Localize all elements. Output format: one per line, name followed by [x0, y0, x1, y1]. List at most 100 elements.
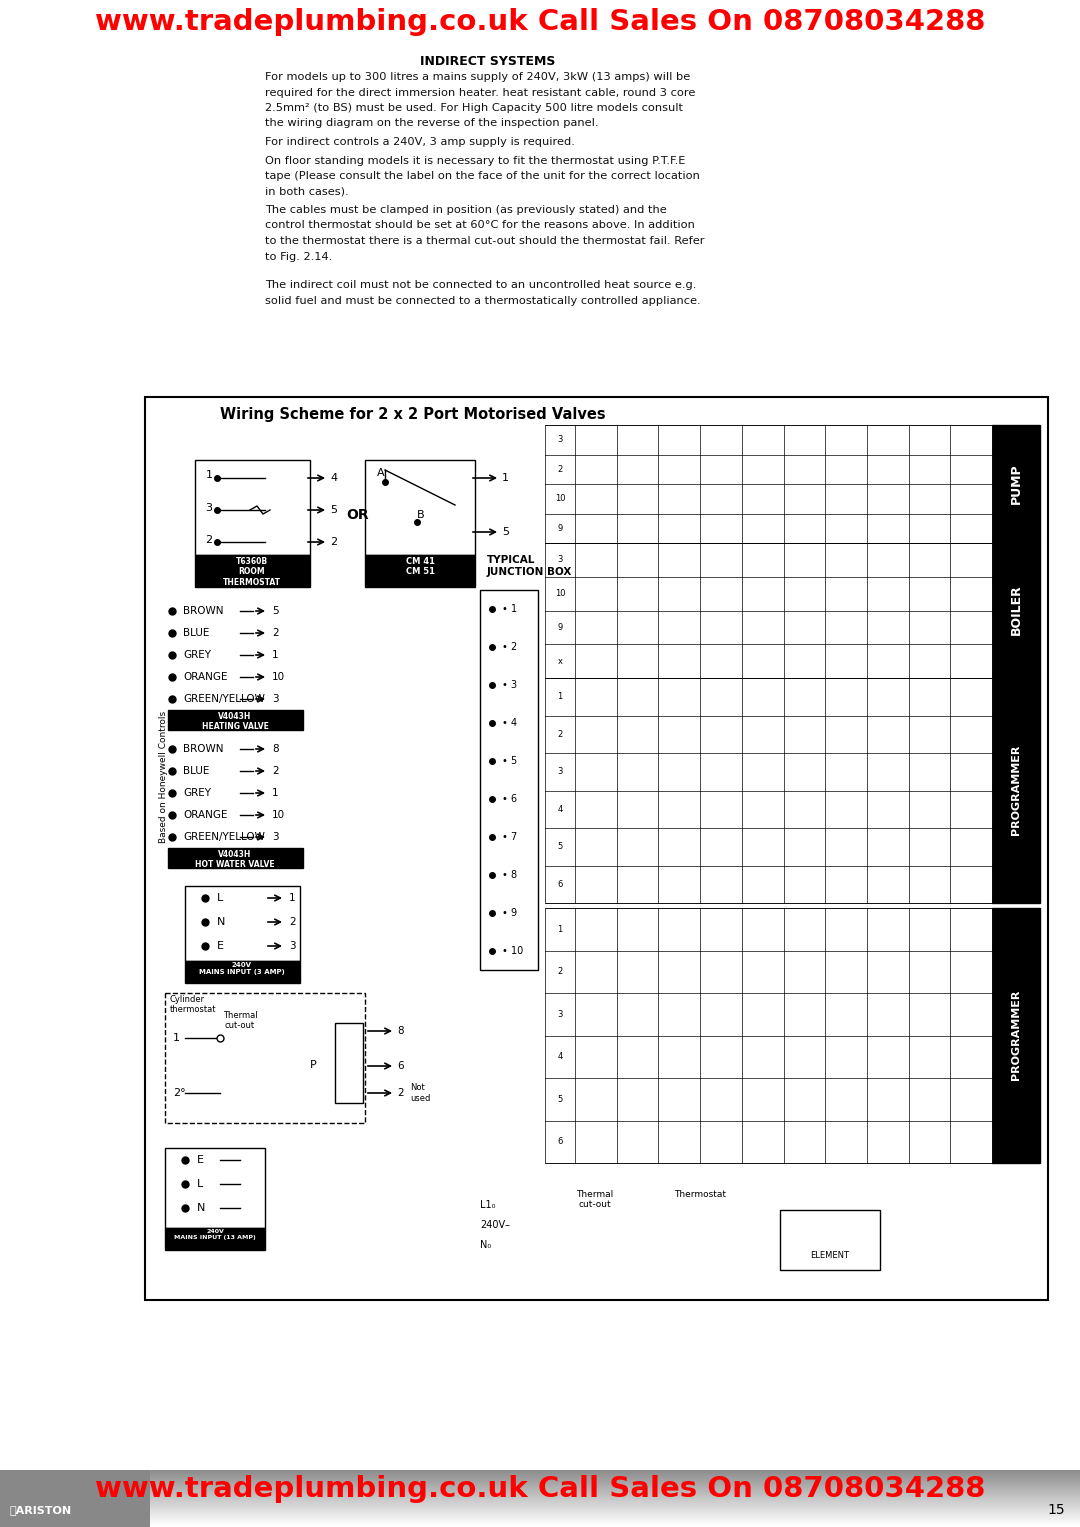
Text: 3: 3 [205, 502, 213, 513]
Text: 5: 5 [330, 505, 337, 515]
Text: PUMP: PUMP [1010, 464, 1023, 504]
Text: B: B [417, 510, 424, 521]
Text: 2: 2 [272, 628, 279, 638]
Bar [993, 678, 1040, 902]
Text: ORANGE: ORANGE [183, 809, 228, 820]
Text: T6360B
ROOM
THERMOSTAT: T6360B ROOM THERMOSTAT [222, 557, 281, 586]
Text: 2°: 2° [173, 1089, 186, 1098]
Text: E: E [217, 941, 224, 951]
Text: V4043H
HOT WATER VALVE: V4043H HOT WATER VALVE [195, 851, 274, 869]
Text: 3: 3 [557, 1009, 563, 1019]
Bar [993, 909, 1040, 1164]
Text: E: E [197, 1154, 204, 1165]
Text: the wiring diagram on the reverse of the inspection panel.: the wiring diagram on the reverse of the… [265, 119, 598, 128]
Text: L1₀: L1₀ [480, 1200, 496, 1209]
Text: 3: 3 [557, 435, 563, 444]
Text: INDIRECT SYSTEMS: INDIRECT SYSTEMS [420, 55, 555, 69]
Text: 8: 8 [397, 1026, 404, 1035]
Text: 6: 6 [397, 1061, 404, 1070]
Text: • 10: • 10 [502, 947, 523, 956]
Text: 240V
MAINS INPUT (13 AMP): 240V MAINS INPUT (13 AMP) [174, 1229, 256, 1240]
Text: OR: OR [347, 508, 369, 522]
Text: BLUE: BLUE [183, 628, 210, 638]
Text: • 1: • 1 [502, 605, 517, 614]
Text: 2: 2 [205, 534, 213, 545]
Text: 2: 2 [397, 1089, 404, 1098]
Text: 5: 5 [557, 1095, 563, 1104]
Text: Not
used: Not used [410, 1083, 430, 1102]
Text: Thermal
cut-out: Thermal cut-out [222, 1011, 257, 1031]
Bar [165, 993, 365, 1122]
Text: 3: 3 [272, 832, 279, 841]
Text: L: L [217, 893, 224, 902]
Text: solid fuel and must be connected to a thermostatically controlled appliance.: solid fuel and must be connected to a th… [265, 296, 701, 305]
Text: 2: 2 [557, 464, 563, 473]
Text: 240V–: 240V– [480, 1220, 510, 1231]
Text: in both cases).: in both cases). [265, 186, 349, 197]
Bar [365, 460, 475, 554]
Text: • 3: • 3 [502, 680, 517, 690]
Text: 2: 2 [557, 730, 563, 739]
Text: For indirect controls a 240V, 3 amp supply is required.: For indirect controls a 240V, 3 amp supp… [265, 137, 575, 147]
Text: Thermostat: Thermostat [674, 1190, 726, 1199]
Text: 9: 9 [557, 623, 563, 632]
Text: 1: 1 [557, 692, 563, 701]
Text: 6: 6 [557, 1138, 563, 1147]
Text: On floor standing models it is necessary to fit the thermostat using P.T.F.E: On floor standing models it is necessary… [265, 156, 686, 165]
Text: • 7: • 7 [502, 832, 517, 841]
Text: 8: 8 [272, 744, 279, 754]
Bar [168, 847, 303, 867]
Text: N: N [197, 1203, 205, 1212]
Text: ⒶARISTON: ⒶARISTON [10, 1506, 72, 1515]
Text: 3: 3 [557, 767, 563, 776]
Text: P: P [310, 1060, 316, 1070]
Text: 10: 10 [272, 809, 285, 820]
Text: 10: 10 [555, 495, 565, 504]
Text: 1: 1 [205, 470, 213, 479]
Text: BOILER: BOILER [1010, 585, 1023, 635]
Text: GREEN/YELLOW: GREEN/YELLOW [183, 693, 265, 704]
Text: 2: 2 [272, 767, 279, 776]
Text: 6: 6 [557, 880, 563, 889]
Bar [545, 678, 993, 902]
Text: control thermostat should be set at 60°C for the reasons above. In addition: control thermostat should be set at 60°C… [265, 220, 694, 231]
Text: 15: 15 [1048, 1503, 1065, 1516]
Text: • 2: • 2 [502, 641, 517, 652]
Text: 1: 1 [557, 925, 563, 933]
Text: 10: 10 [272, 672, 285, 683]
Text: 1: 1 [173, 1032, 180, 1043]
Text: to Fig. 2.14.: to Fig. 2.14. [265, 252, 333, 261]
Text: The indirect coil must not be connected to an uncontrolled heat source e.g.: The indirect coil must not be connected … [265, 279, 697, 290]
Text: www.tradeplumbing.co.uk Call Sales On 08708034288: www.tradeplumbing.co.uk Call Sales On 08… [95, 8, 985, 37]
Text: V4043H
HEATING VALVE: V4043H HEATING VALVE [202, 712, 269, 731]
Bar [545, 544, 993, 678]
Text: N: N [217, 918, 226, 927]
Text: N₀: N₀ [480, 1240, 491, 1251]
Text: TYPICAL
JUNCTION BOX: TYPICAL JUNCTION BOX [487, 554, 572, 577]
Bar [780, 1209, 880, 1270]
Text: 9: 9 [557, 524, 563, 533]
Text: • 6: • 6 [502, 794, 517, 805]
Text: Cylinder
thermostat: Cylinder thermostat [170, 996, 216, 1014]
Text: • 4: • 4 [502, 718, 517, 728]
Text: PROGRAMMER: PROGRAMMER [1011, 745, 1021, 835]
Text: For models up to 300 litres a mains supply of 240V, 3kW (13 amps) will be: For models up to 300 litres a mains supp… [265, 72, 690, 82]
Text: ORANGE: ORANGE [183, 672, 228, 683]
Bar [480, 589, 538, 970]
Text: 5: 5 [502, 527, 509, 538]
Text: • 5: • 5 [502, 756, 517, 767]
Bar [545, 425, 993, 544]
Bar [993, 425, 1040, 544]
Bar [165, 1148, 265, 1228]
Text: x: x [557, 657, 563, 666]
Text: 5: 5 [557, 843, 563, 851]
Text: • 9: • 9 [502, 909, 517, 918]
Bar [365, 554, 475, 586]
Text: GREY: GREY [183, 788, 211, 799]
Text: 4: 4 [557, 1052, 563, 1061]
Text: to the thermostat there is a thermal cut-out should the thermostat fail. Refer: to the thermostat there is a thermal cut… [265, 237, 704, 246]
Text: tape (Please consult the label on the face of the unit for the correct location: tape (Please consult the label on the fa… [265, 171, 700, 182]
Text: • 8: • 8 [502, 870, 517, 880]
Text: 1: 1 [289, 893, 296, 902]
Text: 10: 10 [555, 589, 565, 599]
